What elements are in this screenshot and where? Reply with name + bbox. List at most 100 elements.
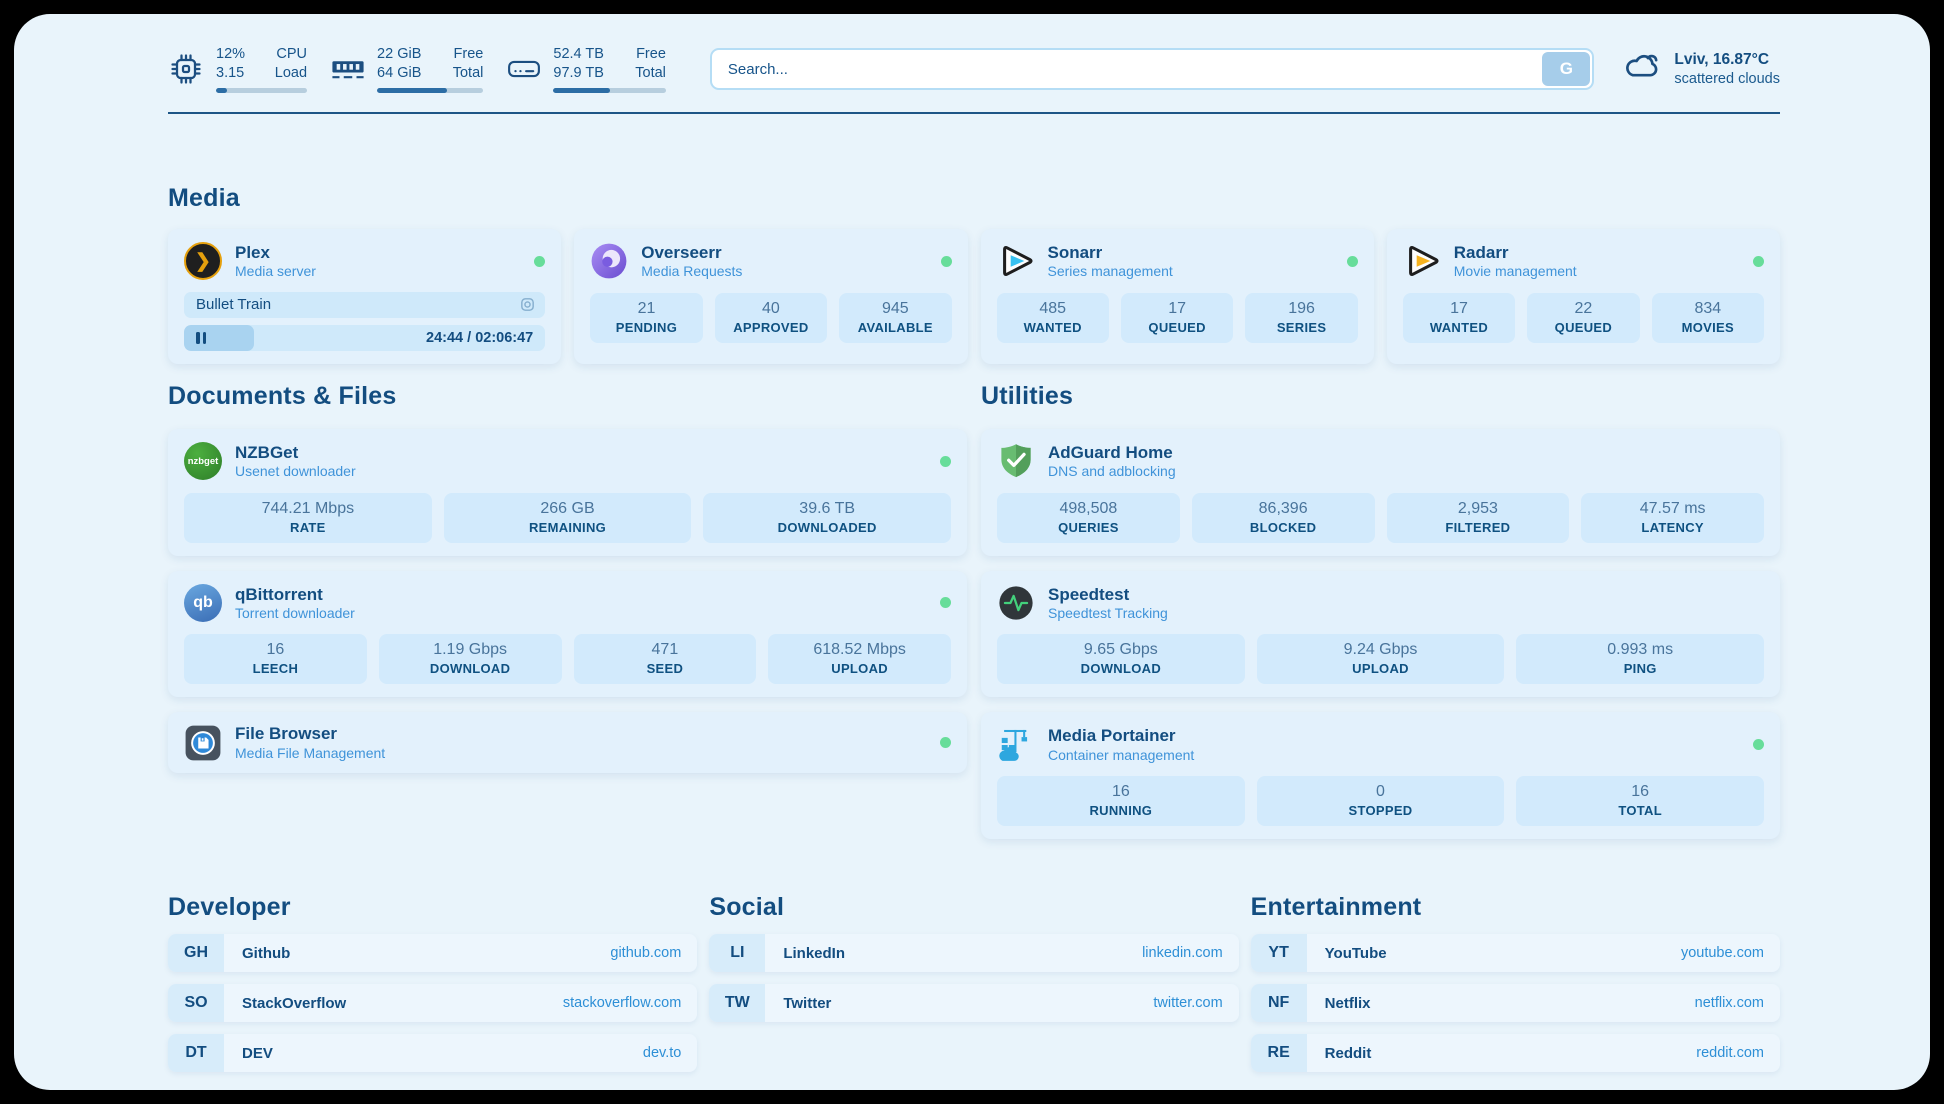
status-dot: [940, 455, 951, 467]
utilities-column: AdGuard Home DNS and adblocking 498,508 Q…: [981, 428, 1780, 839]
link-row-dev[interactable]: DT DEV dev.to: [168, 1034, 698, 1072]
stat-tile: 16 LEECH: [184, 634, 367, 685]
link-row-linkedin[interactable]: LI LinkedIn linkedin.com: [709, 934, 1239, 972]
ram-progress-bar: [377, 87, 484, 93]
link-name: Netflix: [1324, 994, 1371, 1012]
link-row-youtube[interactable]: YT YouTube youtube.com: [1250, 934, 1780, 972]
link-row-netflix[interactable]: NF Netflix netflix.com: [1250, 984, 1780, 1022]
stat-tile: 0 STOPPED: [1256, 776, 1505, 826]
status-dot: [940, 737, 951, 749]
stat-tile: 22 QUEUED: [1527, 292, 1640, 343]
disk-label-2: Total: [635, 65, 666, 81]
documents-column: nzbget NZBGet Usenet downloader 744.21 M…: [168, 428, 967, 839]
top-bar: 12% 3.15 CPU Load 22 G: [168, 40, 1780, 98]
disk-icon: [507, 56, 541, 82]
app-card-filebrowser[interactable]: File Browser Media File Management: [168, 712, 967, 773]
status-dot: [940, 597, 951, 609]
overseerr-logo-icon: [590, 242, 628, 280]
filebrowser-logo-icon: [184, 724, 222, 762]
stat-tile: 2,953 FILTERED: [1386, 492, 1570, 543]
search-engine-button[interactable]: G: [1542, 52, 1591, 86]
stat-tile: 9.65 Gbps DOWNLOAD: [997, 634, 1245, 685]
section-title-social: Social: [709, 893, 785, 921]
app-name: Media Portainer: [1048, 726, 1176, 746]
section-title-developer: Developer: [168, 893, 291, 921]
link-row-github[interactable]: GH Github github.com: [168, 934, 698, 972]
stat-tile: 17 WANTED: [1402, 292, 1516, 343]
portainer-logo-icon: [997, 726, 1035, 764]
cpu-label-2: Load: [274, 65, 308, 81]
search-input[interactable]: [709, 48, 1595, 90]
radarr-logo-icon: [1403, 242, 1441, 280]
stat-tile: 17 QUEUED: [1120, 292, 1234, 343]
link-row-twitter[interactable]: TW Twitter twitter.com: [709, 984, 1239, 1022]
app-card-radarr[interactable]: Radarr Movie management 17 WANTED 22 QUEUE…: [1386, 229, 1780, 364]
stat-tile: 40 APPROVED: [714, 292, 828, 343]
media-card-row: ❯ Plex Media server Bullet Train 24:44: [168, 229, 1780, 364]
section-heading-row: Documents & Files Utilities: [168, 382, 1780, 411]
pause-icon: [196, 331, 206, 344]
app-card-plex[interactable]: ❯ Plex Media server Bullet Train 24:44: [168, 229, 562, 364]
app-card-adguard[interactable]: AdGuard Home DNS and adblocking 498,508 Q…: [981, 428, 1780, 556]
app-description: Container management: [1048, 746, 1195, 763]
ram-label-1: Free: [453, 46, 484, 63]
app-name: AdGuard Home: [1048, 442, 1173, 462]
stat-tile: 39.6 TB DOWNLOADED: [703, 492, 952, 543]
link-url: dev.to: [642, 1045, 682, 1061]
ram-icon: [331, 56, 365, 82]
app-name: Sonarr: [1047, 243, 1103, 262]
links-column-developer: Developer GH Github github.com SO StackO…: [168, 893, 698, 1072]
app-description: Movie management: [1453, 263, 1577, 280]
section-title-entertainment: Entertainment: [1250, 893, 1422, 921]
link-abbr: YT: [1250, 934, 1307, 972]
stat-tile: 9.24 Gbps UPLOAD: [1256, 634, 1505, 685]
links-area: Developer GH Github github.com SO StackO…: [168, 893, 1780, 1072]
app-card-portainer[interactable]: Media Portainer Container management 16 R…: [981, 712, 1780, 839]
link-name: Reddit: [1324, 1044, 1372, 1062]
stat-tile: 471 SEED: [573, 634, 757, 685]
app-card-sonarr[interactable]: Sonarr Series management 485 WANTED 17 QUE…: [980, 229, 1374, 364]
link-abbr: NF: [1250, 984, 1307, 1022]
status-dot: [1753, 739, 1764, 751]
dashboard-page: 12% 3.15 CPU Load 22 G: [14, 14, 1930, 1090]
now-playing-row: Bullet Train: [184, 291, 546, 318]
status-dot: [1753, 255, 1764, 267]
app-name: Plex: [235, 243, 270, 262]
weather-location-temp: Lviv, 16.87°C: [1674, 50, 1770, 68]
camera-icon: [519, 296, 536, 313]
app-card-qbittorrent[interactable]: qb qBittorrent Torrent downloader 16 LEEC…: [168, 570, 967, 698]
cpu-chip-icon: [168, 51, 204, 87]
disk-progress-bar: [553, 87, 666, 93]
links-column-entertainment: Entertainment YT YouTube youtube.com NF …: [1250, 893, 1780, 1072]
link-name: YouTube: [1324, 944, 1387, 962]
app-name: Radarr: [1453, 243, 1509, 262]
app-card-speedtest[interactable]: Speedtest Speedtest Tracking 9.65 Gbps DO…: [981, 570, 1780, 698]
link-url: twitter.com: [1153, 995, 1223, 1011]
link-url: netflix.com: [1694, 995, 1764, 1011]
link-row-stackoverflow[interactable]: SO StackOverflow stackoverflow.com: [168, 984, 698, 1022]
cloud-icon: [1622, 50, 1662, 87]
stat-tile: 945 AVAILABLE: [839, 292, 952, 343]
disk-stat: 52.4 TB 97.9 TB Free Total: [507, 45, 666, 93]
link-url: youtube.com: [1680, 945, 1764, 961]
stat-tile: 1.19 Gbps DOWNLOAD: [378, 634, 562, 685]
link-abbr: TW: [709, 984, 766, 1022]
app-description: Series management: [1047, 263, 1173, 280]
app-description: Media Requests: [641, 263, 743, 280]
app-card-overseerr[interactable]: Overseerr Media Requests 21 PENDING 40 APP…: [574, 229, 968, 364]
section-title-media: Media: [168, 184, 240, 212]
stat-tile: 834 MOVIES: [1651, 292, 1765, 343]
topbar-divider: [168, 112, 1780, 114]
disk-free: 52.4 TB: [553, 46, 604, 63]
link-abbr: DT: [168, 1034, 224, 1072]
app-card-nzbget[interactable]: nzbget NZBGet Usenet downloader 744.21 M…: [168, 428, 967, 556]
app-name: File Browser: [235, 724, 338, 744]
app-name: Overseerr: [641, 243, 722, 262]
section-title-utilities: Utilities: [981, 381, 1074, 410]
app-description: DNS and adblocking: [1048, 463, 1176, 479]
app-description: Torrent downloader: [235, 604, 355, 621]
link-row-reddit[interactable]: RE Reddit reddit.com: [1250, 1034, 1780, 1072]
cpu-load-avg: 3.15: [216, 65, 245, 81]
cpu-stat: 12% 3.15 CPU Load: [168, 45, 308, 93]
status-dot: [534, 255, 546, 267]
